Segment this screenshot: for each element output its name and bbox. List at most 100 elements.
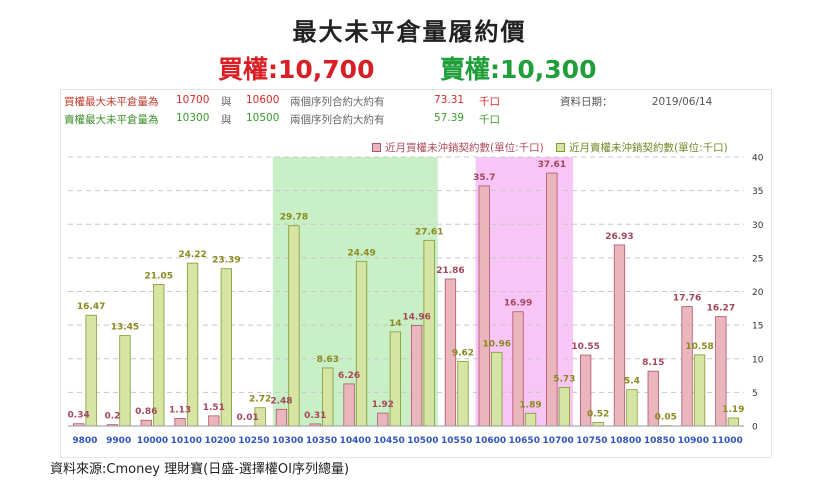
x-tick-label: 10550 [441, 436, 472, 446]
bar-put [491, 351, 503, 427]
data-label-call: 1.92 [372, 400, 394, 410]
put-info-strike2: 10500 [246, 112, 280, 124]
bar-put [558, 387, 570, 427]
data-label-put: 5.73 [553, 374, 575, 384]
data-label-put: 10.58 [685, 342, 713, 352]
put-info-sep: 與 [221, 114, 232, 126]
put-info-value: 57.39 [434, 112, 465, 124]
chart-title: 最大未平倉量履約價 [292, 18, 527, 46]
data-label-call: 2.48 [270, 396, 292, 406]
y-tick-label: 15 [752, 322, 763, 332]
data-label-call: 1.13 [169, 405, 191, 415]
put-info-strike: 10300 [176, 112, 210, 124]
x-tick-label: 10900 [678, 436, 709, 446]
bar-call [410, 324, 423, 427]
x-tick-label: 10250 [238, 436, 269, 446]
legend-put: 近月賣權未沖銷契約數(單位:千口) [556, 140, 728, 155]
data-label-put: 24.22 [178, 250, 206, 260]
data-label-call: 8.15 [642, 358, 664, 368]
data-date-label: 資料日期： [560, 96, 613, 108]
data-label-call: 6.26 [338, 371, 360, 381]
data-label-call: 0.2 [104, 412, 120, 422]
legend-put-label: 近月賣權未沖銷契約數(單位:千口) [569, 142, 728, 154]
y-tick-label: 25 [752, 254, 763, 264]
bar-call [478, 185, 490, 427]
y-tick-label: 30 [752, 221, 764, 231]
bar-put [626, 389, 638, 427]
legend-call-swatch [372, 143, 381, 152]
x-tick-label: 10200 [204, 436, 235, 446]
data-label-put: 10.96 [483, 339, 511, 349]
data-label-call: 0.86 [135, 407, 157, 417]
data-label-call: 37.61 [538, 160, 566, 170]
bar-put [524, 412, 537, 427]
put-info-text: 兩個序列合約大約有 [290, 114, 385, 126]
x-tick-label: 10000 [137, 436, 168, 446]
bar-call [343, 383, 355, 427]
data-label-put: 14 [389, 319, 402, 329]
bar-put [457, 360, 469, 427]
y-tick-label: 5 [752, 389, 758, 399]
data-label-put: 2.72 [249, 395, 271, 405]
bar-call [681, 306, 693, 427]
bar-put [355, 260, 368, 427]
data-label-put: 29.78 [280, 213, 308, 223]
x-tick-label: 10400 [340, 436, 371, 446]
bar-call [140, 419, 152, 427]
data-label-put: 24.49 [347, 248, 375, 258]
x-tick-label: 9900 [106, 436, 131, 446]
data-label-put: 23.39 [212, 256, 240, 266]
y-tick-label: 10 [752, 355, 764, 365]
x-tick-label: 10650 [509, 436, 540, 446]
bar-put [727, 417, 739, 427]
x-tick-label: 9800 [72, 436, 97, 446]
bar-put [592, 422, 604, 427]
legend-put-swatch [556, 143, 565, 152]
call-info-label: 買權最大未平倉量為 [64, 96, 159, 108]
data-label-call: 16.99 [504, 299, 532, 309]
bar-put [389, 331, 402, 427]
x-tick-label: 10500 [407, 436, 438, 446]
x-tick-label: 10450 [373, 436, 404, 446]
data-label-put: 1.19 [722, 405, 744, 415]
legend-call-label: 近月買權未沖銷契約數(單位:千口) [385, 142, 544, 154]
data-label-call: 0.31 [304, 411, 326, 421]
bar-call [377, 412, 389, 427]
data-label-put: 0.52 [587, 410, 609, 420]
data-label-put: 1.89 [519, 400, 541, 410]
x-tick-label: 10850 [644, 436, 675, 446]
x-tick-label: 10350 [306, 436, 337, 446]
bar-call [275, 408, 288, 427]
x-tick-label: 10600 [475, 436, 506, 446]
y-tick-label: 20 [752, 288, 764, 298]
data-label-call: 14.96 [402, 312, 430, 322]
y-tick-label: 0 [752, 423, 758, 433]
bar-call [174, 418, 186, 427]
x-tick-label: 10800 [610, 436, 641, 446]
x-tick-label: 10100 [171, 436, 202, 446]
data-label-put: 5.4 [624, 377, 640, 387]
bar-put [153, 284, 165, 427]
bar-call [613, 244, 626, 427]
call-info-unit: 千口 [479, 96, 500, 108]
bar-put [119, 335, 131, 427]
call-info-strike: 10700 [176, 94, 210, 106]
data-label-call: 0.01 [237, 413, 259, 423]
x-tick-label: 10300 [272, 436, 303, 446]
data-label-put: 27.61 [415, 227, 443, 237]
data-label-call: 21.86 [436, 266, 464, 276]
data-label-put: 16.47 [77, 302, 105, 312]
call-max-strike: 買權:10,700 [218, 55, 375, 84]
call-info-sep: 與 [221, 96, 232, 108]
call-info-value: 73.31 [434, 94, 465, 106]
x-tick-label: 10700 [542, 436, 573, 446]
data-label-call: 35.7 [473, 173, 495, 183]
bar-put [693, 354, 706, 427]
bar-put [423, 239, 435, 427]
bar-put [186, 262, 199, 427]
call-info-text: 兩個序列合約大約有 [290, 96, 385, 108]
bar-call [208, 415, 220, 427]
data-label-call: 10.55 [571, 342, 599, 352]
data-label-call: 26.93 [605, 232, 633, 242]
